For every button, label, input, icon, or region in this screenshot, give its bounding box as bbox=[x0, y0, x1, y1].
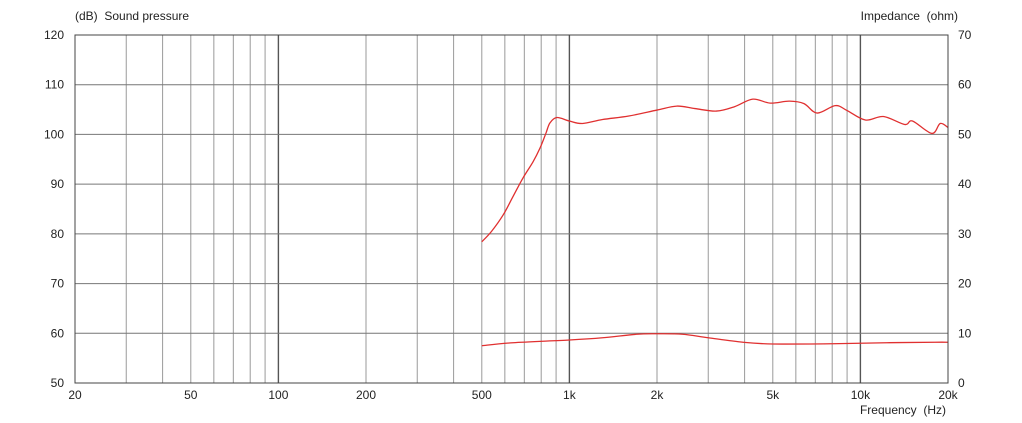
y-tick-label: 80 bbox=[51, 227, 65, 241]
x-tick-label: 100 bbox=[268, 388, 288, 402]
y2-tick-label: 30 bbox=[958, 227, 972, 241]
y2-tick-label: 60 bbox=[958, 78, 972, 92]
y-tick-label: 110 bbox=[45, 78, 64, 92]
impedance-curve bbox=[481, 333, 949, 347]
y-tick-label: 120 bbox=[44, 28, 64, 42]
x-tick-label: 50 bbox=[184, 388, 198, 402]
y2-tick-label: 10 bbox=[958, 326, 972, 340]
x-tick-label: 1k bbox=[563, 388, 577, 402]
x-tick-label: 20k bbox=[938, 388, 958, 402]
y-tick-label: 70 bbox=[51, 277, 65, 291]
y-tick-label: 90 bbox=[51, 177, 65, 191]
y2-tick-label: 20 bbox=[958, 277, 972, 291]
y2-tick-label: 40 bbox=[958, 177, 972, 191]
y2-tick-label: 0 bbox=[958, 376, 965, 390]
x-axis-label: Frequency (Hz) bbox=[860, 403, 946, 417]
curves bbox=[481, 98, 949, 347]
y2-axis-label: Impedance (ohm) bbox=[861, 9, 958, 23]
x-tick-label: 2k bbox=[651, 388, 665, 402]
y-axis-label: (dB) Sound pressure bbox=[75, 9, 189, 23]
y2-tick-label: 50 bbox=[958, 127, 972, 141]
plot-frame bbox=[74, 34, 949, 384]
x-tick-label: 500 bbox=[472, 388, 492, 402]
y-tick-label: 50 bbox=[51, 376, 65, 390]
y-tick-label: 60 bbox=[51, 326, 65, 340]
y-tick-label: 100 bbox=[44, 127, 64, 141]
x-tick-label: 200 bbox=[356, 388, 376, 402]
grid bbox=[75, 34, 948, 384]
x-tick-label: 5k bbox=[766, 388, 780, 402]
x-tick-label: 20 bbox=[68, 388, 82, 402]
x-tick-label: 10k bbox=[851, 388, 871, 402]
tick-labels: 20 50 100 200 500 1k 2k 5k 10k 20k506070809010011… bbox=[44, 28, 972, 402]
spl-curve bbox=[481, 98, 949, 243]
y2-tick-label: 70 bbox=[958, 28, 972, 42]
